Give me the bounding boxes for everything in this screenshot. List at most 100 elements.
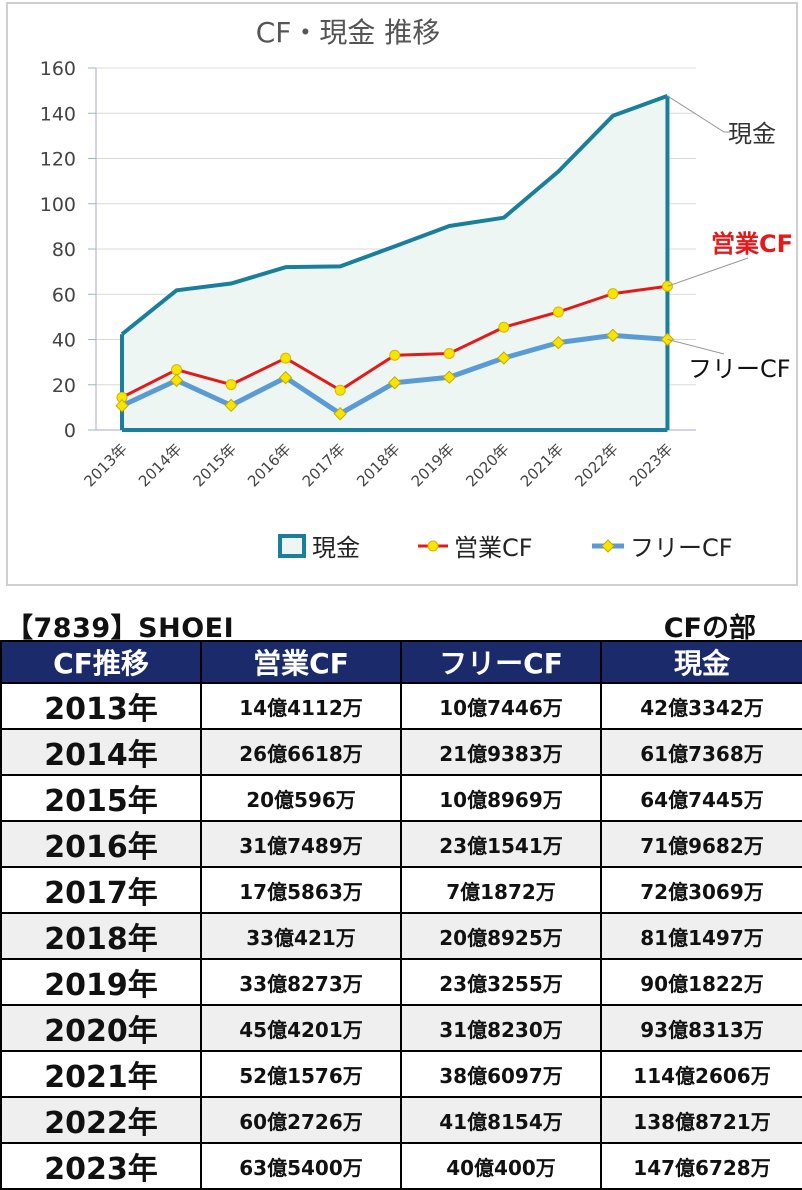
cf-table: CF推移 営業CF フリーCF 現金 2013年 14億4112万 10億7446万… [0, 640, 802, 1190]
legend-swatch-cash [278, 534, 306, 558]
cash-area [122, 95, 668, 431]
free-cf-cell: 23億1541万 [400, 820, 602, 868]
operating-cf-point [171, 364, 183, 376]
cash-cell: 42億3342万 [600, 682, 802, 730]
operating-cf-point [552, 306, 564, 318]
x-tick-label: 2022年 [571, 440, 621, 490]
column-header: 営業CF [200, 640, 402, 684]
column-header: フリーCF [400, 640, 602, 684]
table-row: 2014年 26億6618万 21億9383万 61億7368万 [0, 728, 802, 776]
cash-cell: 81億1497万 [600, 912, 802, 960]
table-body: 2013年 14億4112万 10億7446万 42億3342万 2014年 26億661… [0, 682, 802, 1190]
operating-cf-cell: 33億8273万 [200, 958, 402, 1006]
year-cell: 2019年 [0, 958, 202, 1006]
free-cf-point [606, 328, 620, 343]
y-tick-label: 40 [52, 330, 76, 352]
free-cf-point [388, 376, 402, 390]
cash-cell: 114億2606万 [600, 1050, 802, 1098]
x-tick-label: 2013年 [80, 440, 130, 490]
legend-label-operating-cf: 営業CF [454, 534, 533, 562]
table-row: 2017年 17億5863万 7億1872万 72億3069万 [0, 866, 802, 914]
free-cf-cell: 21億9383万 [400, 728, 602, 776]
cash-cell: 90億1822万 [600, 958, 802, 1006]
legend-label-cash: 現金 [312, 534, 360, 562]
y-tick-label: 20 [52, 375, 76, 397]
operating-cf-point [225, 379, 237, 391]
operating-cf-cell: 52億1576万 [200, 1050, 402, 1098]
year-cell: 2017年 [0, 866, 202, 914]
operating-cf-point [389, 349, 401, 361]
year-cell: 2020年 [0, 1004, 202, 1052]
x-tick-label: 2016年 [244, 440, 294, 490]
operating-cf-point [334, 384, 346, 396]
free-cf-annotation-leader [667, 338, 725, 355]
x-tick-label: 2018年 [353, 440, 403, 490]
free-cf-cell: 10億8969万 [400, 774, 602, 822]
table-row: 2015年 20億596万 10億8969万 64億7445万 [0, 774, 802, 822]
free-cf-cell: 41億8154万 [400, 1096, 602, 1144]
operating-cf-cell: 26億6618万 [200, 728, 402, 776]
cash-cell: 61億7368万 [600, 728, 802, 776]
x-tick-label: 2014年 [135, 440, 185, 490]
legend-marker-free-cf [601, 539, 615, 553]
cash-cell: 147億6728万 [600, 1142, 802, 1190]
free-cf-cell: 40億400万 [400, 1142, 602, 1190]
operating-cf-cell: 20億596万 [200, 774, 402, 822]
x-tick-label: 2020年 [462, 440, 512, 490]
cash-cell: 71億9682万 [600, 820, 802, 868]
x-tick-label: 2017年 [299, 440, 349, 490]
operating-cf-cell: 60億2726万 [200, 1096, 402, 1144]
x-tick-label: 2023年 [626, 440, 676, 490]
table-row: 2018年 33億421万 20億8925万 81億1497万 [0, 912, 802, 960]
year-cell: 2023年 [0, 1142, 202, 1190]
cash-cell: 72億3069万 [600, 866, 802, 914]
free-cf-annotation: フリーCF [688, 355, 791, 383]
company-title: 【7839】SHOEI [6, 613, 235, 644]
free-cf-cell: 31億8230万 [400, 1004, 602, 1052]
cash-line [120, 94, 669, 336]
operating-cf-point [498, 321, 510, 333]
year-cell: 2016年 [0, 820, 202, 868]
x-tick-label: 2015年 [190, 440, 240, 490]
y-tick-label: 60 [52, 284, 76, 306]
chart-title: CF・現金 推移 [256, 16, 441, 49]
cash-cell: 93億8313万 [600, 1004, 802, 1052]
free-cf-point [333, 407, 347, 421]
operating-cf-annotation-leader [667, 257, 749, 287]
free-cf-point [442, 370, 456, 384]
table-title-row: 【7839】SHOEI CFの部 [0, 606, 802, 644]
operating-cf-point [280, 352, 292, 364]
y-tick-label: 0 [64, 420, 76, 442]
operating-cf-annotation: 営業CF [711, 230, 793, 258]
column-header: CF推移 [0, 640, 202, 684]
table-row: 2013年 14億4112万 10億7446万 42億3342万 [0, 682, 802, 730]
table-row: 2021年 52億1576万 38億6097万 114億2606万 [0, 1050, 802, 1098]
free-cf-point [224, 398, 238, 413]
x-tick-label: 2019年 [408, 440, 458, 490]
free-cf-point [169, 373, 184, 388]
table-row: 2022年 60億2726万 41億8154万 138億8721万 [0, 1096, 802, 1144]
y-tick-label: 120 [40, 149, 76, 171]
operating-cf-cell: 45億4201万 [200, 1004, 402, 1052]
free-cf-cell: 38億6097万 [400, 1050, 602, 1098]
free-cf-cell: 7億1872万 [400, 866, 602, 914]
operating-cf-cell: 14億4112万 [200, 682, 402, 730]
free-cf-cell: 20億8925万 [400, 912, 602, 960]
table-row: 2020年 45億4201万 31億8230万 93億8313万 [0, 1004, 802, 1052]
chart-panel: CF・現金 推移 0 20 40 60 80 100 120 140 160 2013年 2014年 2… [6, 2, 798, 586]
year-cell: 2014年 [0, 728, 202, 776]
table-row: 2023年 63億5400万 40億400万 147億6728万 [0, 1142, 802, 1190]
year-cell: 2018年 [0, 912, 202, 960]
operating-cf-cell: 17億5863万 [200, 866, 402, 914]
year-cell: 2013年 [0, 682, 202, 730]
free-cf-cell: 23億3255万 [400, 958, 602, 1006]
legend-label-free-cf: フリーCF [630, 534, 733, 562]
cash-annotation: 現金 [728, 120, 776, 148]
free-cf-point [551, 335, 566, 350]
y-tick-label: 80 [52, 239, 76, 261]
operating-cf-point [607, 288, 619, 300]
operating-cf-cell: 31億7489万 [200, 820, 402, 868]
operating-cf-point [443, 347, 455, 359]
legend-marker-operating-cf [427, 540, 439, 552]
free-cf-cell: 10億7446万 [400, 682, 602, 730]
